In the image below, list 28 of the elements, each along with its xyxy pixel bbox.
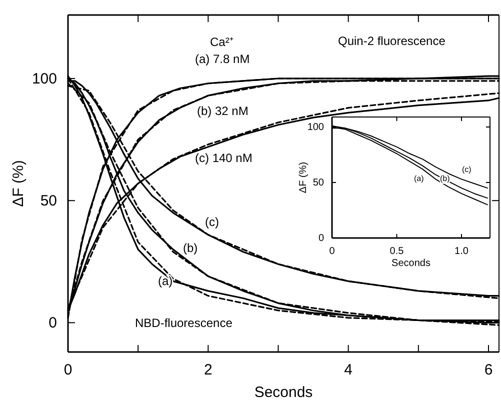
x-tick-label: 0: [64, 362, 72, 379]
x-tick-label: 4: [344, 362, 352, 379]
annotation: Quin-2 fluorescence: [338, 34, 446, 48]
series-label: (b): [183, 241, 198, 255]
x-axis-title: Seconds: [392, 258, 430, 269]
x-tick-label: 0: [329, 246, 336, 258]
x-tick-label: 0.5: [390, 246, 404, 258]
annotation: NBD-fluorescence: [135, 316, 233, 330]
x-tick-label: 2: [204, 362, 212, 379]
y-tick-label: 0: [48, 314, 57, 332]
series-label: (b) 32 nM: [197, 104, 248, 118]
series-label: (c): [205, 215, 219, 229]
y-axis-title: ΔF (%): [10, 160, 27, 207]
y-tick-label: 50: [312, 178, 324, 189]
y-tick-label: 100: [32, 70, 57, 88]
series-label: (a) 7.8 nM: [195, 52, 250, 66]
annotation: Ca²⁺: [210, 35, 234, 49]
y-tick-label: 50: [40, 192, 57, 210]
series-label: (c) 140 nM: [195, 151, 252, 165]
x-tick-label: 1.0: [454, 246, 469, 258]
x-axis-title: Seconds: [254, 384, 313, 400]
series-label: (a): [158, 274, 173, 288]
y-axis-title: ΔF (%): [298, 162, 309, 194]
x-tick-label: 6: [484, 362, 493, 379]
y-tick-label: 100: [307, 122, 324, 134]
series-label: (c): [462, 165, 472, 174]
series-label: (a): [414, 174, 424, 183]
y-tick-label: 0: [318, 233, 324, 244]
